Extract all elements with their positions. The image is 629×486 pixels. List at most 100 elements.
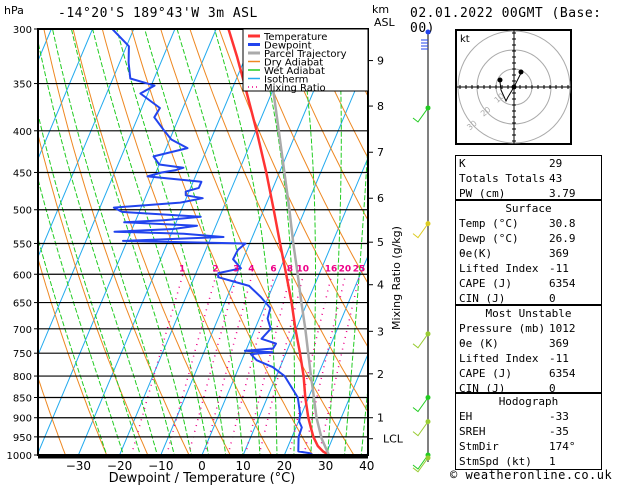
wet-adiabat-line [38,39,158,455]
surface-title: Surface [505,202,552,215]
wet-adiabat-line [360,382,368,455]
hodo-row: StmSpd (kt) 1 [459,455,556,468]
isotherm-line [160,29,341,455]
wind-barb-icon [412,457,429,473]
temperature-tick-label: 40 [359,459,374,473]
isotherm-line [0,29,10,455]
mu-row: Lifted Index -11 [459,352,569,365]
height-unit-km: km [372,3,389,16]
height-tick-label: 6 [377,192,384,205]
legend-label: Mixing Ratio [264,83,326,94]
height-tick-label: 5 [377,236,384,249]
mixing-ratio-label: 4 [248,264,254,274]
pressure-tick-label: 700 [13,325,32,336]
mixing-ratio-line [165,274,218,455]
height-tick-label: 2 [377,368,384,381]
mu-row: CIN (J) 0 [459,382,556,395]
mixing-ratio-label: 1 [179,264,185,274]
location-title: -14°20'S 189°43'W 3m ASL [58,6,258,21]
pressure-tick-label: 900 [13,414,32,425]
wet-adiabat-line [144,29,244,455]
index-row-pw: PW (cm) 3.79 [459,187,576,200]
hodograph-origin [511,84,517,90]
hodograph-trace [513,72,522,88]
wet-adiabat-line [51,29,175,455]
wet-adiabat-line [343,135,368,455]
pressure-tick-label: 650 [13,299,32,310]
mixing-ratio-line [187,274,238,455]
wet-adiabat-line [298,29,316,455]
wet-adiabat-line [327,29,342,455]
copyright-link[interactable]: © weatheronline.co.uk [450,468,613,482]
dry-adiabat-line [38,257,108,455]
temperature-tick-label: 20 [277,459,292,473]
isotherm-line [325,352,368,455]
pressure-tick-label: 800 [13,372,32,383]
pressure-tick-label: 300 [13,25,32,36]
dry-adiabat-line [620,17,629,472]
hodograph-trace [499,81,515,103]
pressure-tick-label: 500 [13,206,32,217]
mixing-ratio-label: 10 [297,264,310,274]
temperature-line [227,29,330,455]
temperature-tick-label: 10 [236,459,251,473]
wind-barb-icon [412,421,429,437]
hodo-row: StmDir 174° [459,440,576,453]
dry-adiabat-line [38,132,149,455]
indices-hodograph: Hodograph EH -33 SREH -35 StmDir 174° StmSp… [455,392,602,470]
mixing-ratio-line [318,274,361,455]
isotherm-line [38,29,93,161]
indices-surface: Surface Temp (°C) 30.8 Dewp (°C) 26.9 θe(K… [455,199,602,306]
pressure-tick-label: 550 [13,239,32,250]
temperature-axis: −30 −20 −10 0 10 20 30 40 [66,459,375,473]
height-tick-label: 1 [377,412,384,425]
height-tick-label: 3 [377,325,384,338]
pressure-axis: 300 350 400 450 500 550 600 650 700 750 800 850 900 9… [7,25,38,462]
isotherm-line [38,29,176,357]
wet-adiabat-line [70,29,192,455]
surface-row: θe(K) 369 [459,247,569,260]
height-tick-label: 7 [377,146,384,159]
height-tick-label: LCL [383,433,404,446]
hodo-row: EH -33 [459,410,569,423]
wet-adiabat-line [213,29,278,455]
temperature-tick-label: −10 [148,459,173,473]
dry-adiabat-line [218,29,368,349]
mu-row: Pressure (mb) 1012 [459,322,576,335]
pressure-tick-label: 350 [13,80,32,91]
surface-row: CAPE (J) 6354 [459,277,576,290]
legend-label: Isotherm [264,75,308,86]
most-unstable-title: Most Unstable [485,307,572,320]
dry-adiabat-line [189,29,368,413]
wet-adiabat-line [255,29,295,455]
mixing-ratio-label: 16 [325,264,338,274]
wind-level-marker [425,29,431,35]
wind-barb-icon [412,333,429,349]
hodo-row: SREH -35 [459,425,569,438]
wind-barb-icon [412,397,429,413]
mu-row: θe (K) 369 [459,337,569,350]
y2-axis-label: Mixing Ratio (g/kg) [390,226,403,330]
dry-adiabat-line [130,29,314,455]
isotherm-line [38,29,135,259]
height-tick-label: 4 [377,279,384,292]
dry-adiabat-line [101,29,272,455]
pressure-tick-label: 950 [13,433,32,444]
mixing-ratio-labels: 1 2 3 4 6 8 10 16 20 25 [179,264,365,274]
dewpoint-line [111,29,314,455]
temperature-tick-label: −30 [66,459,91,473]
mixing-ratio-label: 20 [339,264,352,274]
wet-adiabat-line [116,29,227,455]
indices-most-unstable: Most Unstable Pressure (mb) 1012 θe (K) 36… [455,304,602,396]
wet-adiabat-line [92,29,210,455]
height-unit-asl: ASL [374,16,396,29]
background-lines [0,17,629,472]
hodograph-title: Hodograph [498,395,559,408]
legend-label: Dewpoint [264,41,312,52]
isotherm-line [38,29,217,455]
pressure-grid [38,28,368,456]
height-tick-label: 8 [377,100,384,113]
dry-adiabat-line [38,375,66,455]
